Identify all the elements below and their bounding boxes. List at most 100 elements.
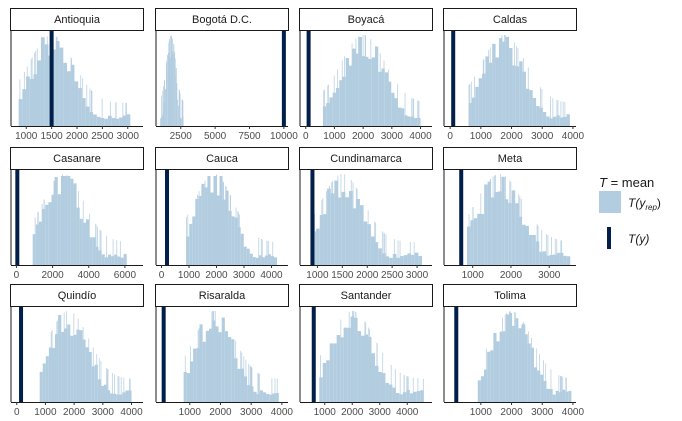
- rep-bar: [92, 237, 96, 265]
- rep-bar: [164, 89, 166, 126]
- rep-bar: [352, 48, 356, 126]
- rep-bar: [57, 194, 61, 265]
- x-tick-label: 4000: [271, 407, 294, 418]
- rep-bar: [511, 190, 516, 265]
- rep-bar: [348, 65, 353, 126]
- facet-strip: [443, 147, 577, 170]
- x-tick-label: 4000: [409, 131, 432, 142]
- rep-bar: [37, 60, 41, 126]
- rep-bar: [252, 257, 256, 265]
- rep-bar: [340, 337, 344, 402]
- rep-bar: [48, 202, 52, 265]
- rep-bar: [410, 116, 415, 126]
- rep-bar: [364, 334, 369, 402]
- facet-strip-label: Antioquia: [54, 14, 101, 26]
- rep-bar: [361, 335, 365, 402]
- rep-bar: [539, 251, 543, 265]
- facet-strip: [299, 8, 433, 31]
- rep-bar: [51, 347, 55, 402]
- x-tick-label: 0: [14, 270, 20, 281]
- rep-bar: [355, 53, 359, 126]
- rep-bar: [356, 198, 360, 265]
- rep-bar: [407, 253, 412, 265]
- rep-bar: [123, 254, 127, 265]
- rep-bar: [82, 222, 86, 265]
- rep-bar: [563, 255, 567, 265]
- rep-bar: [89, 237, 93, 265]
- rep-bar: [385, 382, 389, 402]
- rep-bar: [562, 389, 566, 402]
- rep-bar: [470, 220, 474, 265]
- rep-bar: [524, 334, 528, 402]
- rep-bar: [243, 246, 247, 265]
- rep-bar: [70, 335, 74, 402]
- rep-bar: [119, 117, 123, 126]
- x-tick-label: 1000: [34, 407, 57, 418]
- rep-bar: [85, 106, 90, 126]
- rep-bar: [63, 62, 68, 126]
- rep-bar: [322, 363, 327, 402]
- x-tick-label: 5000: [204, 131, 227, 142]
- x-tick-label: 4000: [78, 270, 101, 281]
- rep-bar: [209, 328, 213, 402]
- rep-bar: [352, 208, 357, 265]
- rep-bar: [231, 216, 235, 265]
- rep-bar: [414, 118, 418, 126]
- rep-bar: [342, 76, 346, 126]
- rep-bar: [484, 369, 488, 402]
- rep-bar: [381, 68, 385, 126]
- rep-bar: [530, 347, 534, 402]
- rep-bar: [58, 314, 62, 402]
- facet-panel: Bogotá D.C. 2500 5000 7500 10000: [155, 8, 298, 142]
- rep-bar: [477, 380, 481, 402]
- rep-bar: [228, 337, 232, 402]
- rep-bar: [475, 86, 479, 126]
- rep-bar: [224, 331, 229, 402]
- rep-bar: [104, 118, 108, 126]
- rep-bar: [111, 118, 116, 126]
- rep-bar: [329, 343, 334, 402]
- facet-strip-label: Meta: [498, 153, 523, 165]
- rep-bar: [76, 207, 80, 265]
- rep-bar: [374, 242, 379, 265]
- rep-bar: [552, 394, 556, 402]
- rep-bar: [385, 256, 390, 265]
- rep-bar: [218, 332, 222, 402]
- x-tick-label: 2000: [500, 407, 523, 418]
- x-tick-label: 1000: [179, 407, 202, 418]
- rep-bar: [100, 385, 104, 402]
- rep-bar: [243, 376, 248, 402]
- x-tick-label: 4000: [260, 270, 283, 281]
- rep-bar: [338, 197, 342, 265]
- rep-bar: [473, 218, 478, 265]
- rep-bar: [339, 80, 343, 126]
- rep-bar: [161, 115, 163, 126]
- rep-bar: [327, 188, 331, 265]
- rep-bar: [407, 116, 411, 126]
- x-tick-label: 3000: [406, 270, 429, 281]
- facet-strip-label: Quindío: [58, 290, 97, 302]
- x-tick-label: 3000: [381, 131, 404, 142]
- facet-panel: Cauca 0 1000 2000 3000 4000: [155, 147, 289, 281]
- facet-strip: [10, 147, 144, 170]
- legend-title-rest: = mean: [607, 175, 654, 190]
- rep-bar: [374, 46, 379, 126]
- rep-bar: [518, 216, 523, 265]
- rep-bar: [388, 81, 392, 126]
- x-tick-label: 1000: [470, 131, 493, 142]
- rep-bar: [515, 318, 519, 402]
- rep-bar: [165, 88, 167, 126]
- x-tick-label: 1000: [306, 270, 329, 281]
- rep-bar: [333, 343, 337, 402]
- rep-bar: [525, 88, 530, 126]
- rep-bar: [370, 236, 375, 265]
- rep-bar: [264, 255, 268, 265]
- rep-bar: [255, 257, 259, 265]
- rep-bar: [536, 106, 540, 126]
- rep-bar: [368, 58, 372, 126]
- facet-strip-label: Caldas: [493, 14, 528, 26]
- x-tick-label: 3000: [92, 407, 115, 418]
- rep-bar: [323, 214, 328, 265]
- rep-bar: [329, 97, 333, 126]
- rep-bar: [222, 199, 226, 265]
